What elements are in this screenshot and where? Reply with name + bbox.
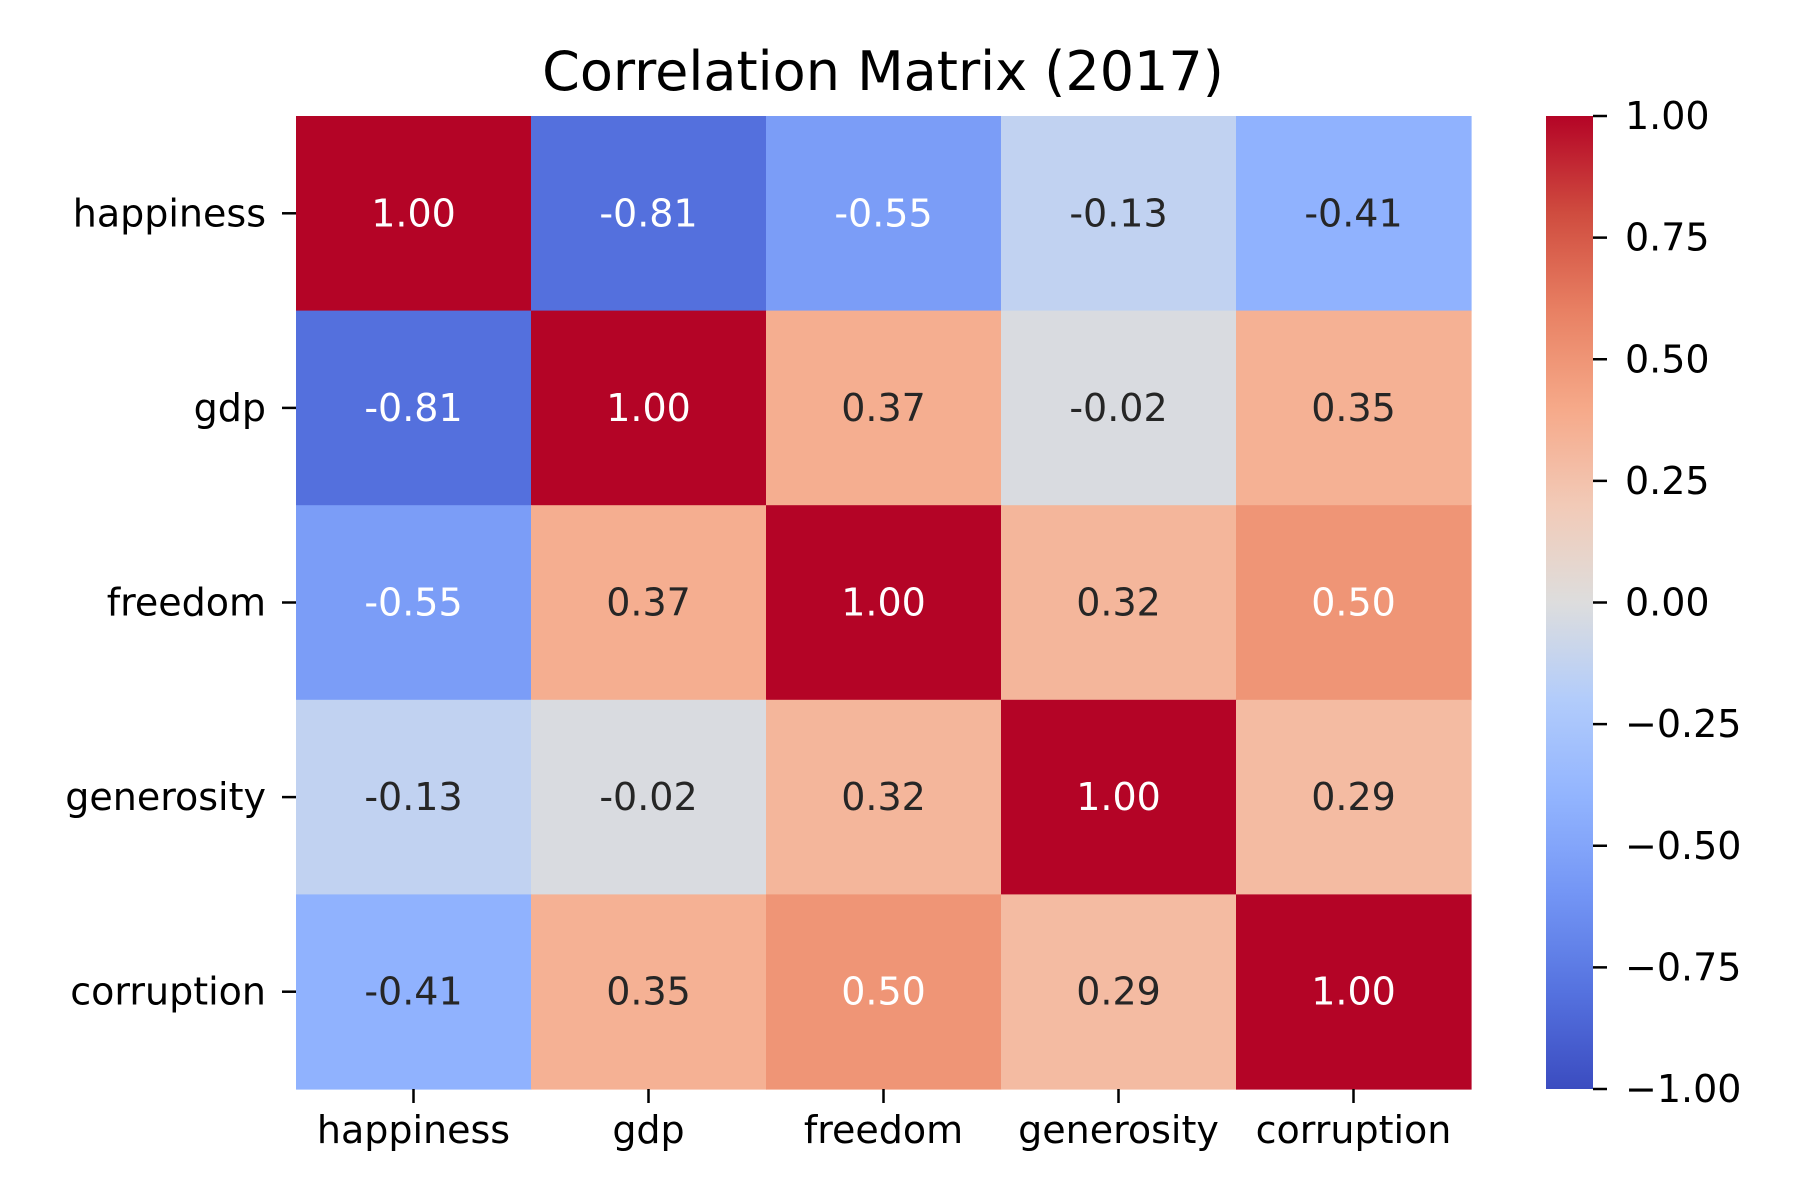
heatmap-cell: [1236, 310, 1472, 506]
y-tick-label: freedom: [107, 581, 266, 625]
colorbar-tick-label: 0.75: [1625, 216, 1710, 260]
heatmap-cell: [766, 310, 1002, 506]
chart-title: Correlation Matrix (2017): [542, 40, 1224, 103]
cell-value-label: -0.41: [364, 970, 462, 1014]
cell-value-label: 0.37: [841, 386, 926, 430]
heatmap-cell: [531, 699, 767, 895]
cell-value-label: -0.13: [364, 775, 462, 819]
cell-value-label: 0.29: [1076, 970, 1161, 1014]
heatmap-cell: [1001, 699, 1237, 895]
cell-value-label: 0.35: [606, 970, 691, 1014]
heatmap-cell: [1001, 116, 1237, 312]
colorbar: 1.00 0.75 0.50 0.25 0.00 −0.25 −0.50 −0.75 −1.00: [1546, 94, 1741, 1111]
colorbar-tick-label: −0.50: [1625, 824, 1741, 868]
colorbar-tick-label: 0.00: [1625, 581, 1710, 625]
cell-value-label: -0.41: [1304, 191, 1402, 235]
heatmap-cell: [766, 116, 1002, 312]
cell-value-label: -0.02: [599, 775, 697, 819]
heatmap-cell: [1001, 310, 1237, 506]
heatmap-cell: [296, 116, 532, 312]
heatmap-cell: [296, 505, 532, 701]
heatmap-cell: [296, 310, 532, 506]
x-tick-label: gdp: [612, 1108, 684, 1152]
colorbar-gradient: [1546, 116, 1593, 1089]
colorbar-tick-label: −1.00: [1625, 1067, 1741, 1111]
x-tick-label: freedom: [804, 1108, 963, 1152]
cell-value-label: -0.02: [1069, 386, 1167, 430]
cell-value-label: 0.32: [841, 775, 926, 819]
heatmap-cell: [1001, 505, 1237, 701]
heatmap-cell: [531, 505, 767, 701]
y-axis: happiness gdp freedom generosity corruption: [65, 191, 296, 1014]
y-tick-label: generosity: [65, 775, 266, 819]
cell-value-label: 0.29: [1311, 775, 1396, 819]
heatmap-cell: [531, 894, 767, 1090]
y-tick-label: gdp: [194, 386, 266, 430]
cell-value-label: 0.35: [1311, 386, 1396, 430]
x-axis: happiness gdp freedom generosity corruption: [317, 1089, 1451, 1152]
cell-value-label: 1.00: [371, 191, 456, 235]
y-tick-label: happiness: [73, 191, 266, 235]
cell-value-label: 1.00: [841, 581, 926, 625]
heatmap-cell: [296, 894, 532, 1090]
colorbar-tick-label: −0.25: [1625, 702, 1741, 746]
cell-value-label: 1.00: [1311, 970, 1396, 1014]
heatmap-cell: [1236, 116, 1472, 312]
cell-value-label: 0.37: [606, 581, 691, 625]
heatmap-cell: [766, 505, 1002, 701]
cell-value-label: 1.00: [606, 386, 691, 430]
heatmap-cell: [1236, 894, 1472, 1090]
cell-value-label: -0.55: [834, 191, 932, 235]
heatmap-cell: [766, 699, 1002, 895]
cell-value-label: 0.50: [841, 970, 926, 1014]
cell-value-label: 0.32: [1076, 581, 1161, 625]
cell-value-label: 0.50: [1311, 581, 1396, 625]
cell-value-label: -0.81: [364, 386, 462, 430]
colorbar-tick-label: 0.25: [1625, 459, 1710, 503]
colorbar-tick-label: 1.00: [1625, 94, 1710, 138]
heatmap-cell: [766, 894, 1002, 1090]
cell-value-label: 1.00: [1076, 775, 1161, 819]
colorbar-tick-label: −0.75: [1625, 945, 1741, 989]
heatmap-cell: [531, 116, 767, 312]
heatmap-cell: [1236, 699, 1472, 895]
x-tick-label: happiness: [317, 1108, 510, 1152]
heatmap-cells: 1.00 -0.81 -0.55 -0.13 -0.41 -0.81 1.00 0.37 -0.…: [296, 116, 1472, 1090]
y-tick-label: corruption: [70, 970, 266, 1014]
heatmap-cell: [1236, 505, 1472, 701]
cell-value-label: -0.13: [1069, 191, 1167, 235]
x-tick-label: generosity: [1018, 1108, 1219, 1152]
colorbar-tick-label: 0.50: [1625, 337, 1710, 381]
heatmap-cell: [1001, 894, 1237, 1090]
cell-value-label: -0.81: [599, 191, 697, 235]
x-tick-label: corruption: [1256, 1108, 1452, 1152]
heatmap-cell: [531, 310, 767, 506]
heatmap-cell: [296, 699, 532, 895]
cell-value-label: -0.55: [364, 581, 462, 625]
